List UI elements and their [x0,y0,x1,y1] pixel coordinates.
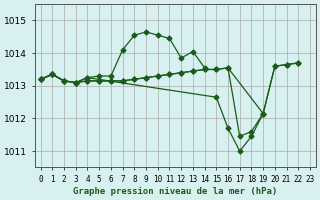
X-axis label: Graphe pression niveau de la mer (hPa): Graphe pression niveau de la mer (hPa) [73,187,277,196]
